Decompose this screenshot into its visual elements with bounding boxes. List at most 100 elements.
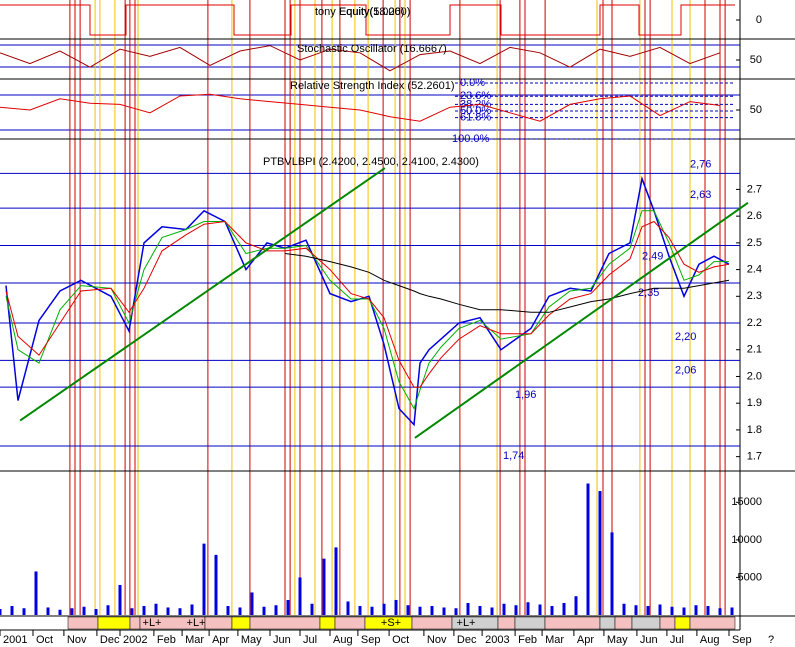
x-tick-label: Oct (392, 634, 409, 646)
volume-bar (502, 603, 506, 615)
fib-label: 0.0% (460, 77, 485, 89)
volume-bar (262, 606, 266, 615)
volume-bar (358, 605, 362, 615)
volume-bar (310, 603, 314, 615)
panel-title: PTBVLBPI (2.4200, 2.4500, 2.4100, 2.4300… (263, 156, 479, 168)
volume-bar (622, 603, 626, 615)
panel-title: Stochastic Oscillator (16.6667) (297, 43, 447, 55)
volume-bar (202, 543, 206, 615)
y-tick-label: 2.6 (747, 210, 762, 222)
volume-bar (574, 596, 578, 615)
y-tick-label: 5000 (738, 571, 762, 583)
volume-bar (586, 483, 590, 615)
x-tick-label: 2001 (3, 634, 27, 646)
volume-bar (130, 608, 134, 615)
y-tick-label: 2.1 (747, 344, 762, 356)
volume-bar (706, 605, 710, 615)
volume-bar (106, 605, 110, 615)
regime-box (249, 616, 321, 630)
regime-box (497, 616, 516, 630)
panel-title: Relative Strength Index (52.2601) (290, 80, 455, 92)
level-label: 2,20 (675, 331, 696, 343)
x-tick-label: Feb (157, 634, 176, 646)
x-tick-label: Sep (732, 634, 752, 646)
volume-bar (538, 604, 542, 615)
y-tick-label: 50 (750, 104, 762, 116)
fib-label: 100.0% (452, 133, 490, 145)
x-tick-label: Jun (640, 634, 658, 646)
volume-bar (430, 605, 434, 615)
regime-box (689, 616, 736, 630)
y-tick-label: 50 (750, 54, 762, 66)
volume-bar (166, 607, 170, 615)
level-label: 2,76 (690, 158, 711, 170)
level-label: 1,96 (515, 389, 536, 401)
volume-bar (478, 605, 482, 615)
volume-bar (370, 606, 374, 615)
x-tick-label: 2002 (123, 634, 147, 646)
volume-bar (610, 532, 614, 615)
volume-bar (322, 558, 326, 615)
regime-box (129, 616, 141, 630)
volume-bar (562, 602, 566, 615)
level-label: 1,74 (503, 450, 524, 462)
volume-bar (46, 607, 50, 615)
volume-bar (190, 604, 194, 615)
volume-bar (526, 602, 530, 615)
x-tick-label: May (607, 634, 628, 646)
price-line (5, 175, 730, 427)
y-tick-label: 10000 (731, 534, 762, 546)
volume-bar (34, 571, 38, 615)
x-tick-label: Aug (333, 634, 353, 646)
panel-subtitle: Equity(58.26) (339, 6, 404, 18)
volume-bar (418, 606, 422, 615)
x-tick-label: Nov (67, 634, 87, 646)
fib-label: 23.6% (460, 90, 491, 102)
volume-bar (454, 608, 458, 615)
price-line (5, 220, 730, 388)
price-line (5, 210, 729, 410)
volume-bar (82, 606, 86, 615)
regime-label: +L+ (143, 617, 162, 629)
volume-bar (178, 608, 182, 615)
x-tick-label: Jun (273, 634, 291, 646)
volume-bar (58, 609, 62, 615)
regime-box (67, 616, 99, 630)
volume-bar (70, 608, 74, 615)
volume-bar (658, 604, 662, 615)
corner-label: ? (768, 634, 774, 646)
y-tick-label: 2.0 (747, 370, 762, 382)
y-tick-label: 15000 (731, 496, 762, 508)
volume-bar (22, 608, 26, 615)
volume-bar (490, 607, 494, 615)
volume-bar (550, 605, 554, 615)
price-line (284, 253, 730, 313)
regime-box (599, 616, 616, 630)
volume-bar (682, 607, 686, 615)
x-tick-label: Oct (36, 634, 53, 646)
volume-bar (346, 601, 350, 615)
volume-bar (646, 605, 650, 615)
regime-label: +S+ (381, 617, 401, 629)
y-tick-label: 0 (756, 14, 762, 26)
volume-bar (286, 599, 290, 615)
trend-line (414, 201, 749, 439)
volume-bar (406, 605, 410, 615)
fib-label: 50.0% (460, 105, 491, 117)
x-tick-label: Apr (212, 634, 229, 646)
volume-bar (394, 599, 398, 615)
trend-line (19, 167, 386, 422)
y-tick-label: 2.5 (747, 237, 762, 249)
volume-bar (274, 605, 278, 615)
volume-bar (250, 592, 254, 615)
x-tick-label: Nov (427, 634, 447, 646)
y-tick-label: 1.7 (747, 451, 762, 463)
level-label: 2,49 (642, 250, 663, 262)
regime-box (614, 616, 633, 630)
regime-box (631, 616, 661, 630)
x-tick-label: Dec (100, 634, 120, 646)
volume-bar (118, 584, 122, 615)
volume-bar (514, 605, 518, 615)
